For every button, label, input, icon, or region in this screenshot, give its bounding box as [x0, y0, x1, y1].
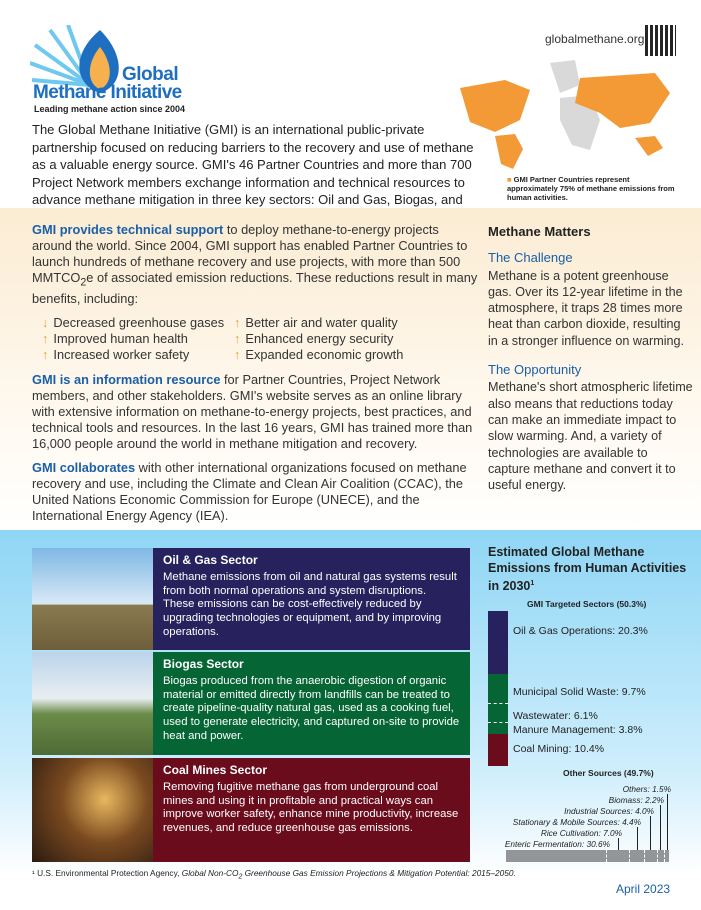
opportunity-title: The Opportunity — [488, 362, 582, 378]
information-resource-paragraph: GMI is an information resource for Partn… — [32, 371, 473, 451]
sector-text: Methane emissions from oil and natural g… — [163, 570, 457, 638]
tagline: Leading methane action since 2004 — [34, 104, 186, 114]
bar-segment — [629, 850, 644, 862]
arrow-up-icon: ↑ — [234, 330, 241, 346]
biogas-sector-box: Biogas Sector Biogas produced from the an… — [153, 652, 470, 755]
footnote: ¹ U.S. Environmental Protection Agency, … — [32, 868, 516, 881]
benefit-item: ↑ Better air and water quality — [234, 314, 398, 330]
bar-segment — [488, 722, 508, 734]
publication-date: April 2023 — [616, 882, 671, 896]
bar-segment — [488, 733, 508, 766]
arrow-up-icon: ↑ — [234, 314, 241, 330]
world-map-icon — [460, 60, 670, 169]
challenge-title: The Challenge — [488, 250, 573, 266]
benefit-item: ↓ Decreased greenhouse gases — [42, 314, 225, 330]
leader-line — [617, 838, 619, 850]
coal-mine-photo — [32, 758, 153, 862]
bar-segment — [488, 703, 508, 723]
website-link[interactable]: globalmethane.org — [545, 32, 645, 46]
bar-label: Others: 1.5% — [622, 784, 671, 794]
methane-matters-title: Methane Matters — [488, 224, 591, 239]
sector-title: Coal Mines Sector — [163, 763, 268, 777]
methane-matters-panel: Methane Matters The Challenge Methane is… — [488, 224, 693, 506]
sector-text: Removing fugitive methane gas from under… — [163, 780, 459, 835]
oil-gas-photo — [32, 548, 153, 650]
benefits-list: ↓ Decreased greenhouse gases ↑ Better air … — [32, 315, 480, 363]
arrow-down-icon: ↓ — [42, 314, 49, 330]
gmi-sectors-label: GMI Targeted Sectors (50.3%) — [527, 599, 647, 609]
bar-segment — [488, 611, 508, 674]
bar-segment — [664, 850, 669, 862]
arrow-up-icon: ↑ — [42, 330, 49, 346]
bar-segment — [606, 850, 630, 862]
bar-label: Stationary & Mobile Sources: 4.4% — [512, 817, 641, 827]
arrow-up-icon: ↑ — [42, 346, 49, 362]
bar-label: Manure Management: 3.8% — [513, 724, 643, 736]
benefits-section-bg — [0, 208, 701, 530]
collaborates-paragraph: GMI collaborates with other internationa… — [32, 459, 467, 523]
coal-mines-sector-box: Coal Mines Sector Removing fugitive metha… — [153, 758, 470, 862]
qr-code-icon[interactable] — [645, 25, 676, 56]
bar-label: Municipal Solid Waste: 9.7% — [513, 686, 646, 698]
map-caption-text: GMI Partner Countries represent approxim… — [507, 175, 675, 202]
oil-gas-sector-box: Oil & Gas Sector Methane emissions from o… — [153, 548, 470, 650]
biogas-photo — [32, 652, 153, 755]
bar-segment — [643, 850, 657, 862]
benefit-item: ↑ Improved human health — [42, 330, 188, 346]
gmi-overview: GMI provides technical support to deploy… — [32, 222, 480, 532]
leader-line — [666, 794, 668, 850]
challenge-text: Methane is a potent greenhouse gas. Over… — [488, 268, 685, 348]
benefit-item: ↑ Expanded economic growth — [234, 346, 404, 362]
bar-label: Coal Mining: 10.4% — [513, 743, 605, 755]
leader-line — [636, 827, 638, 850]
chart-title: Estimated Global Methane Emissions from … — [488, 545, 687, 594]
logo-icon — [30, 25, 119, 93]
logo-text-methane-initiative: Methane Initiative — [33, 82, 182, 103]
bar-segment — [656, 850, 665, 862]
sector-title: Oil & Gas Sector — [163, 553, 258, 567]
bar-label: Biomass: 2.2% — [608, 795, 664, 805]
map-caption: ■ GMI Partner Countries represent approx… — [507, 175, 675, 202]
bar-label: Rice Cultivation: 7.0% — [540, 828, 622, 838]
bar-segment — [488, 673, 508, 704]
sector-title: Biogas Sector — [163, 657, 244, 671]
bar-label: Enteric Fermentation: 30.6% — [504, 839, 610, 849]
benefit-item: ↑ Increased worker safety — [42, 346, 190, 362]
bar-label: Industrial Sources: 4.0% — [564, 806, 654, 816]
other-sources-label: Other Sources (49.7%) — [563, 768, 654, 778]
arrow-up-icon: ↑ — [234, 346, 241, 362]
bar-segment — [506, 850, 607, 862]
benefit-item: ↑ Enhanced energy security — [234, 330, 394, 346]
sector-text: Biogas produced from the anaerobic diges… — [163, 674, 460, 742]
bar-label: Wastewater: 6.1% — [513, 710, 598, 722]
leader-line — [660, 805, 662, 850]
logo-text-global: Global — [122, 64, 179, 85]
leader-line — [650, 816, 652, 850]
intro-paragraph: The Global Methane Initiative (GMI) is a… — [32, 122, 474, 225]
bar-label: Oil & Gas Operations: 20.3% — [513, 625, 648, 637]
technical-support-paragraph: GMI provides technical support to deploy… — [32, 222, 478, 306]
opportunity-text: Methane's short atmospheric lifetime als… — [488, 380, 693, 493]
